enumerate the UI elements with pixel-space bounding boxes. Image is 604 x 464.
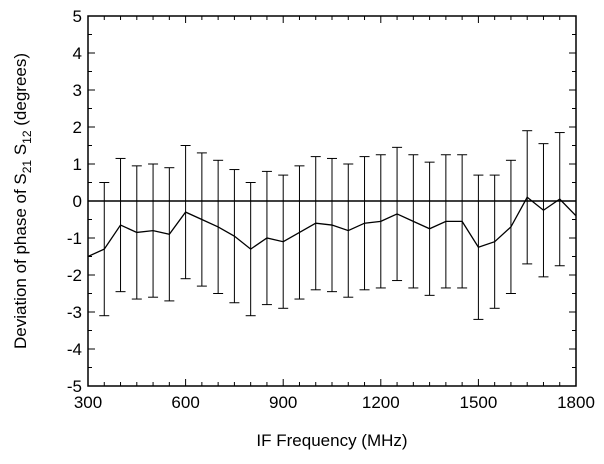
x-tick-label: 900 [269, 393, 297, 412]
y-tick-label: -2 [67, 266, 82, 285]
y-tick-label: -3 [67, 303, 82, 322]
y-axis-title: Deviation of phase of S21 S12 (degrees) [11, 53, 34, 349]
y-tick-label: -1 [67, 229, 82, 248]
x-tick-label: 300 [74, 393, 102, 412]
y-axis-title-part: S [11, 144, 30, 160]
series-line [87, 196, 577, 258]
y-tick-label: 5 [73, 7, 82, 26]
y-axis-title-subscript: 12 [20, 130, 34, 144]
y-tick-label: -4 [67, 340, 82, 359]
y-tick-label: 0 [73, 192, 82, 211]
x-tick-label: 1800 [557, 393, 595, 412]
y-tick-label: 1 [73, 155, 82, 174]
y-axis-title-part: Deviation of phase of S [11, 173, 30, 349]
y-tick-label: -5 [67, 377, 82, 396]
y-axis-title-subscript: 21 [20, 160, 34, 174]
y-tick-label: 2 [73, 118, 82, 137]
y-tick-label: 4 [73, 44, 82, 63]
y-tick-label: 3 [73, 81, 82, 100]
y-axis-title-part: (degrees) [11, 53, 30, 130]
x-tick-label: 600 [171, 393, 199, 412]
plot-frame [87, 15, 577, 387]
x-tick-label: 1500 [459, 393, 497, 412]
x-axis-title: IF Frequency (MHz) [256, 431, 407, 450]
x-tick-label: 1200 [362, 393, 400, 412]
